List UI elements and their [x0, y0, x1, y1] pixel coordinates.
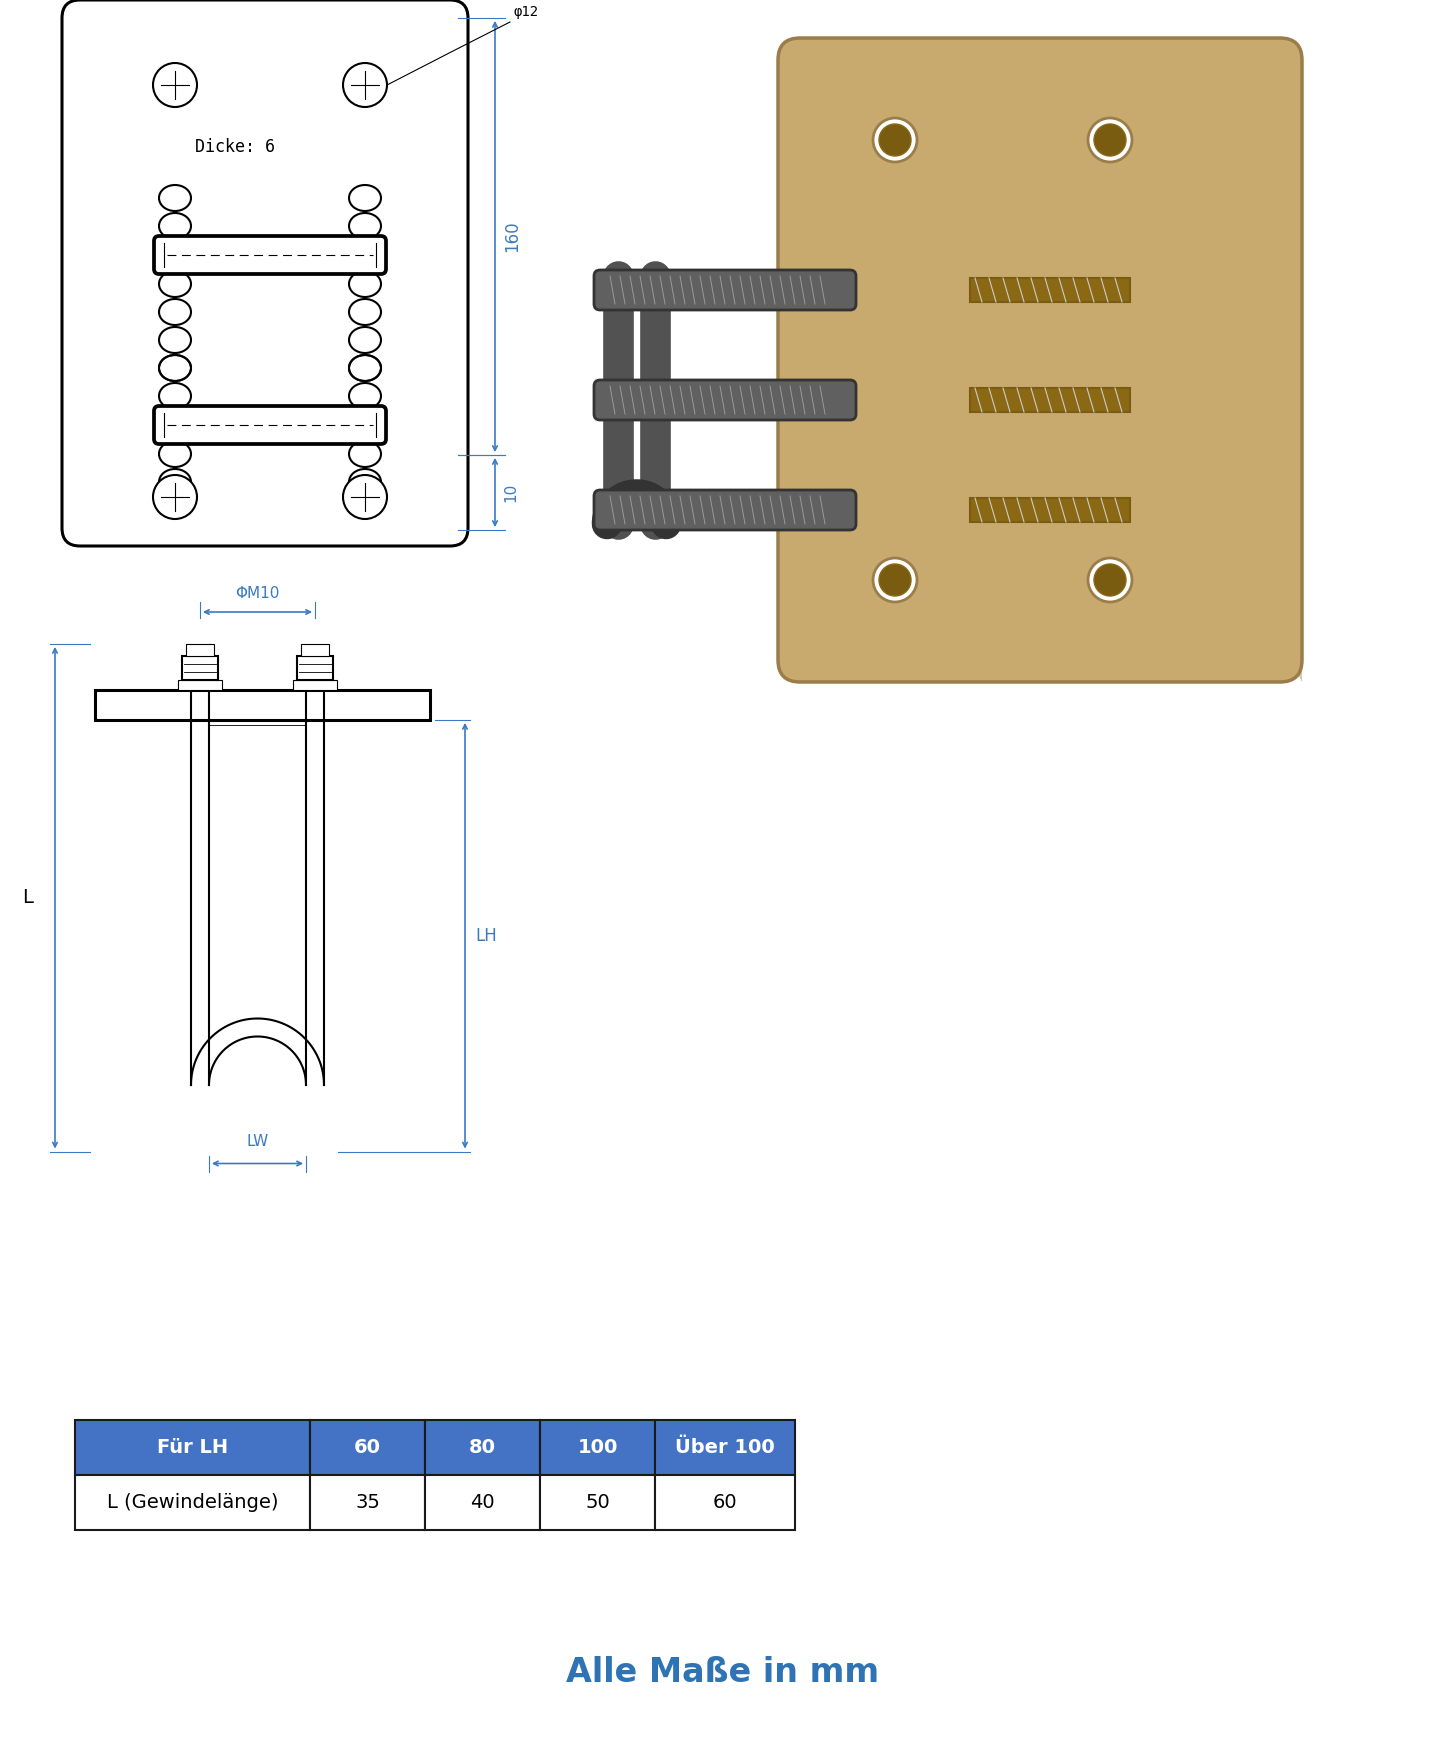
Text: Alle Maße in mm: Alle Maße in mm: [566, 1656, 880, 1689]
FancyBboxPatch shape: [594, 489, 855, 529]
Bar: [425, 1421, 540, 1475]
Text: L: L: [22, 888, 33, 907]
Circle shape: [873, 118, 918, 162]
Bar: [186, 644, 214, 656]
Bar: [970, 279, 1130, 301]
Circle shape: [879, 124, 910, 157]
Circle shape: [342, 63, 387, 106]
Circle shape: [1088, 118, 1131, 162]
Bar: [75, 1475, 311, 1530]
FancyBboxPatch shape: [155, 237, 386, 273]
Circle shape: [153, 475, 197, 519]
Circle shape: [873, 559, 918, 602]
Bar: [298, 656, 332, 681]
Bar: [311, 1421, 425, 1475]
Bar: [540, 1475, 655, 1530]
Text: 80: 80: [470, 1438, 496, 1457]
Bar: [178, 681, 223, 689]
Bar: [970, 388, 1130, 413]
Bar: [301, 644, 329, 656]
Text: LH: LH: [475, 926, 497, 945]
Text: 100: 100: [578, 1438, 617, 1457]
Bar: [425, 1475, 540, 1530]
Bar: [95, 689, 431, 721]
Text: 60: 60: [354, 1438, 381, 1457]
Bar: [293, 681, 337, 689]
Circle shape: [153, 63, 197, 106]
Bar: [75, 1421, 311, 1475]
FancyBboxPatch shape: [155, 406, 386, 444]
Text: L (Gewindelänge): L (Gewindelänge): [107, 1494, 279, 1511]
Text: ΦM10: ΦM10: [236, 587, 280, 601]
Text: 40: 40: [470, 1494, 494, 1511]
Text: Über 100: Über 100: [675, 1438, 775, 1457]
Bar: [655, 1421, 795, 1475]
Circle shape: [879, 564, 910, 595]
Bar: [655, 1475, 795, 1530]
FancyBboxPatch shape: [62, 0, 468, 547]
Circle shape: [1088, 559, 1131, 602]
Bar: [970, 498, 1130, 522]
FancyBboxPatch shape: [594, 380, 855, 420]
Text: 160: 160: [503, 221, 522, 252]
FancyBboxPatch shape: [777, 38, 1302, 682]
Circle shape: [342, 475, 387, 519]
Text: 50: 50: [585, 1494, 610, 1511]
FancyBboxPatch shape: [594, 270, 855, 310]
Text: LW: LW: [247, 1133, 269, 1149]
Bar: [182, 656, 218, 681]
Text: 60: 60: [712, 1494, 737, 1511]
Text: Für LH: Für LH: [158, 1438, 228, 1457]
Text: 35: 35: [355, 1494, 380, 1511]
Text: φ12: φ12: [513, 5, 538, 19]
Circle shape: [1094, 564, 1126, 595]
Bar: [540, 1421, 655, 1475]
Text: Dicke: 6: Dicke: 6: [195, 138, 275, 157]
Text: 10: 10: [503, 482, 517, 501]
Bar: [311, 1475, 425, 1530]
Circle shape: [1094, 124, 1126, 157]
